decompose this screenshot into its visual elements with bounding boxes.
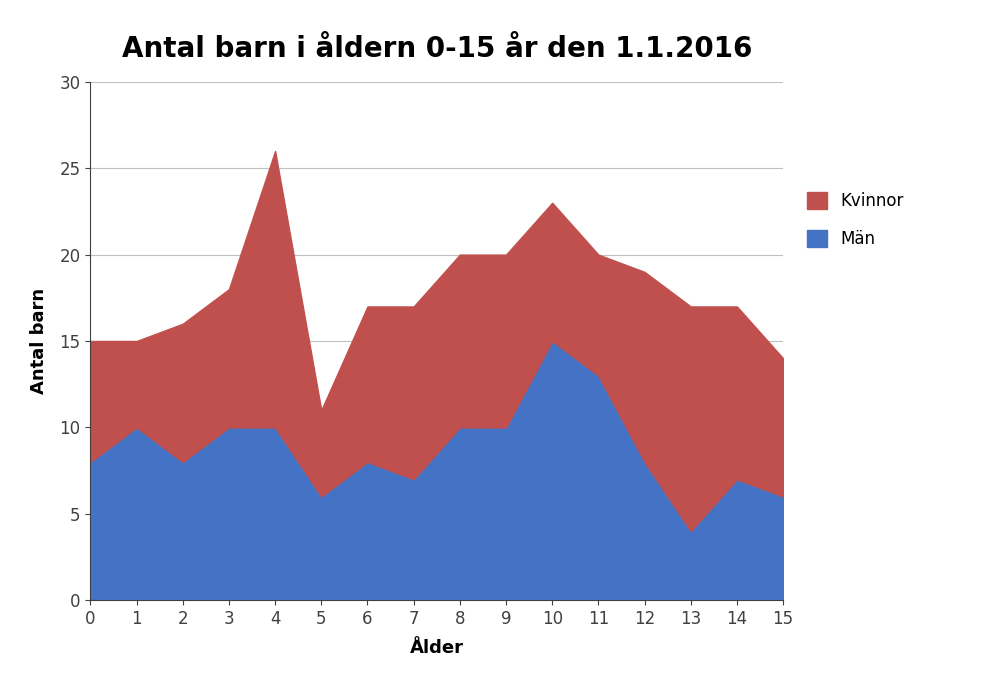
X-axis label: Ålder: Ålder [409,639,463,657]
Legend: Kvinnor, Män: Kvinnor, Män [797,183,911,256]
Title: Antal barn i åldern 0-15 år den 1.1.2016: Antal barn i åldern 0-15 år den 1.1.2016 [121,35,751,63]
Y-axis label: Antal barn: Antal barn [30,288,48,394]
